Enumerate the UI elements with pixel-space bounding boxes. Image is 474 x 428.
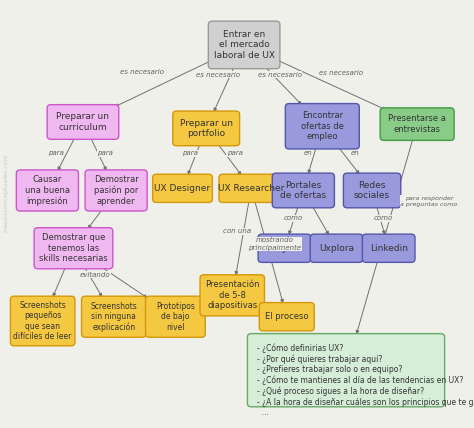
Text: Encontrar
ofertas de
empleo: Encontrar ofertas de empleo: [301, 111, 344, 141]
Text: es necesario: es necesario: [120, 69, 164, 75]
Text: es necesario: es necesario: [319, 70, 363, 76]
Text: es necesario: es necesario: [258, 72, 301, 78]
Text: Entrar en
el mercado
laboral de UX: Entrar en el mercado laboral de UX: [214, 30, 274, 60]
Text: El proceso: El proceso: [265, 312, 309, 321]
Text: para: para: [48, 150, 64, 156]
Text: UX Researcher: UX Researcher: [218, 184, 284, 193]
Text: Redes
sociales: Redes sociales: [354, 181, 390, 200]
FancyBboxPatch shape: [343, 173, 401, 208]
FancyBboxPatch shape: [146, 296, 205, 337]
Text: Portales
de ofertas: Portales de ofertas: [280, 181, 327, 200]
Text: como: como: [283, 215, 302, 221]
Text: para: para: [227, 150, 243, 156]
FancyBboxPatch shape: [82, 296, 146, 337]
FancyBboxPatch shape: [200, 275, 264, 316]
Text: para: para: [97, 150, 113, 156]
Text: - ¿Cómo definirias UX?
- ¿Por qué quieres trabajar aquí?
- ¿Prefieres trabajar s: - ¿Cómo definirias UX? - ¿Por qué quiere…: [257, 343, 474, 417]
Text: Presentarse a
entrevistas: Presentarse a entrevistas: [388, 114, 446, 134]
Text: en: en: [350, 150, 359, 156]
FancyBboxPatch shape: [285, 104, 359, 149]
Text: con una: con una: [223, 228, 251, 234]
FancyBboxPatch shape: [310, 234, 363, 262]
Text: Preparar un
curriculum: Preparar un curriculum: [56, 112, 109, 132]
Text: Uxplora: Uxplora: [319, 244, 354, 253]
FancyBboxPatch shape: [173, 111, 240, 146]
FancyBboxPatch shape: [209, 21, 280, 69]
Text: como: como: [374, 215, 392, 221]
FancyBboxPatch shape: [85, 170, 147, 211]
Text: para: para: [182, 150, 198, 156]
FancyBboxPatch shape: [219, 174, 283, 202]
FancyBboxPatch shape: [153, 174, 212, 202]
FancyBboxPatch shape: [259, 303, 314, 331]
Text: Prototipos
de bajo
nivel: Prototipos de bajo nivel: [156, 302, 195, 332]
Text: en: en: [304, 150, 312, 156]
Text: mapasconceptuales.com: mapasconceptuales.com: [3, 153, 8, 232]
FancyBboxPatch shape: [272, 173, 334, 208]
Text: UX Designer: UX Designer: [155, 184, 210, 193]
Text: Screenshots
pequeños
que sean
difíciles de leer: Screenshots pequeños que sean difíciles …: [13, 301, 72, 341]
Text: Linkedin: Linkedin: [370, 244, 408, 253]
FancyBboxPatch shape: [34, 228, 113, 269]
Text: Presentación
de 5-8
diapositivas: Presentación de 5-8 diapositivas: [205, 280, 259, 310]
Text: es necesario: es necesario: [196, 72, 240, 78]
FancyBboxPatch shape: [362, 234, 415, 262]
FancyBboxPatch shape: [258, 234, 311, 262]
FancyBboxPatch shape: [380, 108, 454, 140]
Text: Preparar un
portfolio: Preparar un portfolio: [180, 119, 233, 138]
Text: para responder
a preguntas como: para responder a preguntas como: [401, 196, 457, 207]
Text: Demostrar
pasión por
aprender: Demostrar pasión por aprender: [94, 175, 138, 206]
Text: Screenshots
sin ninguna
explicación: Screenshots sin ninguna explicación: [91, 301, 137, 332]
FancyBboxPatch shape: [10, 296, 75, 346]
Text: InfoJobs: InfoJobs: [266, 244, 302, 253]
Text: Causar
una buena
impresión: Causar una buena impresión: [25, 175, 70, 206]
Text: evitando: evitando: [80, 272, 110, 278]
FancyBboxPatch shape: [47, 105, 118, 140]
Text: Demostrar que
tenemos las
skills necesarias: Demostrar que tenemos las skills necesar…: [39, 233, 108, 263]
FancyBboxPatch shape: [247, 334, 445, 407]
Text: mostrando
principalmente: mostrando principalmente: [248, 238, 301, 250]
FancyBboxPatch shape: [16, 170, 78, 211]
